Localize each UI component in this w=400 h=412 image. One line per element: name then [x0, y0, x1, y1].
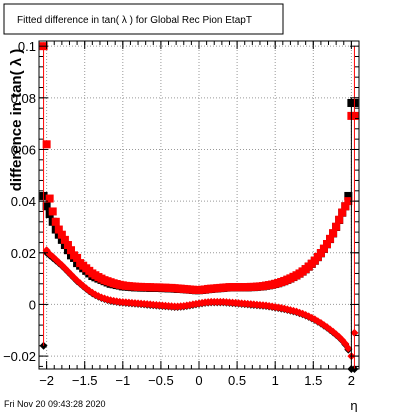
- x-tick-label: −0.5: [148, 373, 174, 388]
- data-point: [344, 197, 353, 206]
- x-tick-label: 1.5: [304, 373, 322, 388]
- series-1: [39, 42, 359, 294]
- x-axis-label: η: [350, 398, 357, 412]
- x-tick-label: 1: [272, 373, 279, 388]
- data-series-layer: [39, 42, 359, 373]
- y-tick-label: 0.1: [18, 39, 36, 54]
- y-tick-label: 0.06: [11, 142, 36, 157]
- data-point: [338, 208, 347, 217]
- data-point: [54, 225, 63, 234]
- data-point: [323, 239, 331, 248]
- data-point: [332, 222, 341, 231]
- x-tick-label: −2: [39, 373, 54, 388]
- x-tick-label: 2: [348, 373, 355, 388]
- y-tick-label: 0: [29, 297, 36, 312]
- data-point: [63, 241, 72, 250]
- timestamp: Fri Nov 20 09:43:28 2020: [4, 399, 106, 409]
- data-point: [48, 207, 57, 216]
- y-tick-label: 0.08: [11, 91, 36, 106]
- data-point: [45, 194, 54, 203]
- data-point: [60, 235, 69, 244]
- data-point: [319, 244, 328, 253]
- data-point: [341, 202, 350, 211]
- x-tick-label: −1.5: [72, 373, 98, 388]
- chart-title: Fitted difference in tan( λ ) for Global…: [17, 15, 252, 26]
- data-point: [316, 249, 325, 258]
- data-point: [57, 230, 66, 239]
- data-point: [51, 217, 60, 226]
- data-point: [42, 202, 51, 211]
- data-point: [344, 344, 353, 353]
- x-tick-label: 0.5: [228, 373, 246, 388]
- y-tick-label: −0.02: [3, 349, 36, 364]
- title-box: [3, 3, 284, 35]
- y-tick-label: 0.04: [11, 194, 36, 209]
- axis-ticks: −2 −1.5 −1 −0.5 0 0.5 1 1.5 2 −0.02 0 0.02 0.04 0.06 0…: [3, 39, 359, 388]
- y-axis-label: difference in tan( λ ): [8, 49, 25, 192]
- x-tick-label: −1: [115, 373, 130, 388]
- series-3: [39, 42, 359, 361]
- data-point: [335, 215, 344, 224]
- y-tick-label: 0.02: [11, 246, 36, 261]
- data-point: [329, 229, 338, 238]
- data-point: [67, 246, 75, 255]
- data-point: [326, 234, 335, 243]
- data-point: [344, 191, 353, 200]
- data-point: [42, 140, 51, 149]
- x-tick-label: 0: [195, 373, 202, 388]
- data-point: [73, 253, 82, 262]
